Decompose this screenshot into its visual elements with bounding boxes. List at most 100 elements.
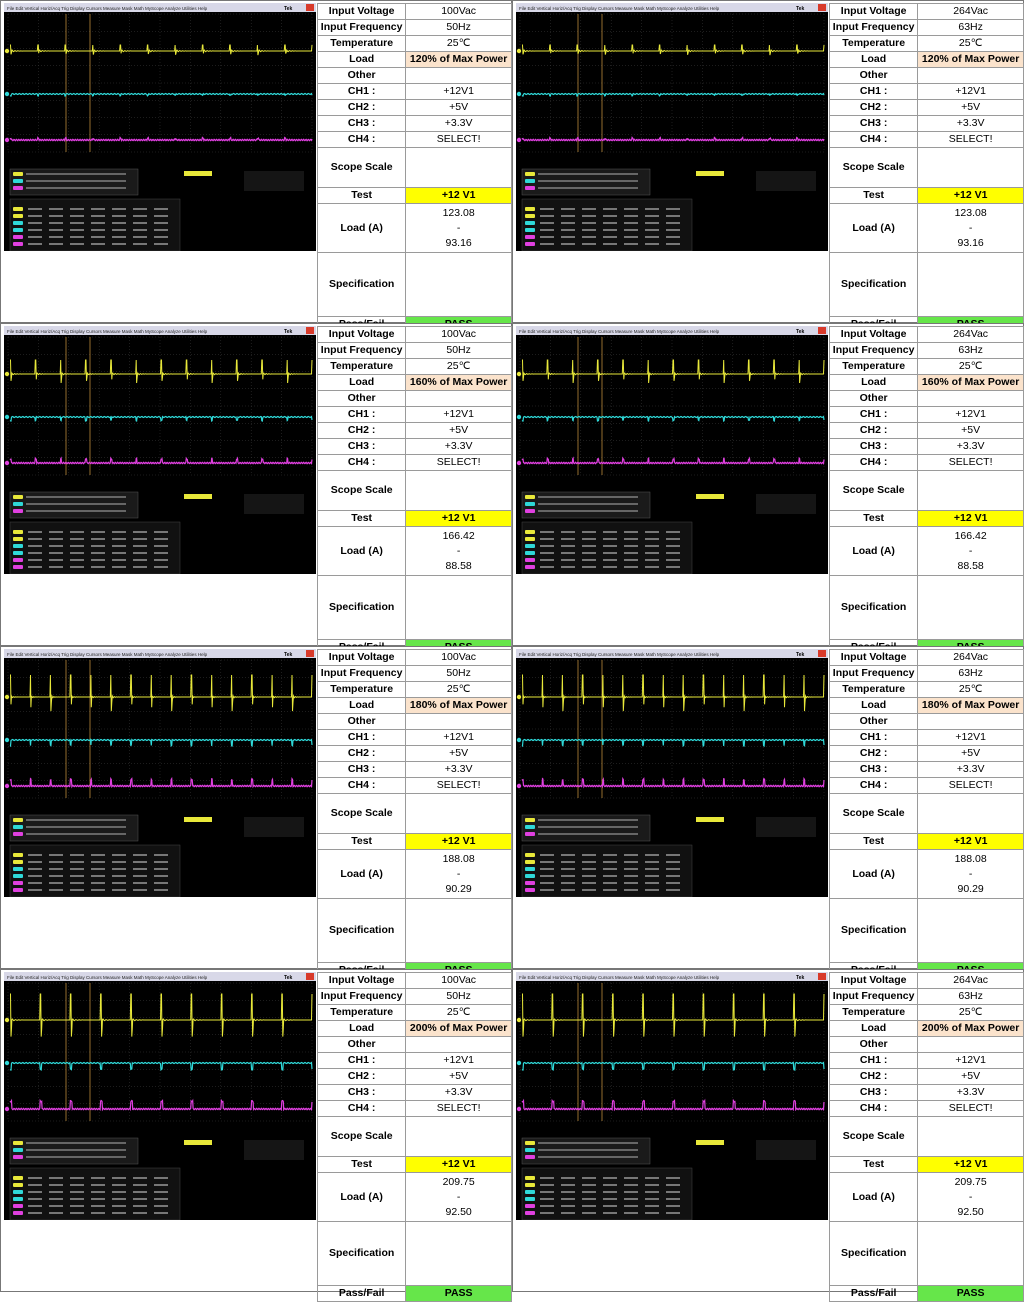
ch3-waveform: [9, 776, 313, 789]
ch3-label: CH3 :: [828, 761, 919, 778]
scope-scale-value: [917, 793, 1024, 834]
test-label: Test: [316, 187, 407, 204]
ch2-waveform: [9, 1061, 313, 1072]
close-icon[interactable]: [306, 650, 314, 657]
ch2-label: CH2 :: [316, 422, 407, 439]
input-frequency-label: Input Frequency: [828, 665, 919, 682]
scope-scale-label: Scope Scale: [828, 793, 919, 834]
specification-label: Specification: [316, 898, 407, 963]
ch3-label: CH3 :: [316, 1084, 407, 1101]
ch3-waveform: [9, 136, 313, 143]
channel-marker[interactable]: [4, 48, 10, 54]
ch2-value: +5V: [405, 99, 512, 116]
close-icon[interactable]: [818, 327, 826, 334]
close-icon[interactable]: [306, 4, 314, 11]
channel-marker[interactable]: [516, 1060, 522, 1066]
oscilloscope-capture: File Edit Vertical Horiz/Acq Trig Displa…: [4, 326, 316, 574]
channel-marker[interactable]: [4, 694, 10, 700]
test-info-table: Input Voltage 264Vac Input Frequency 63Hz …: [828, 326, 1024, 656]
test-label: Test: [828, 1156, 919, 1173]
load-label: Load: [316, 1020, 407, 1037]
channel-marker[interactable]: [516, 137, 522, 143]
input-frequency-value: 50Hz: [405, 19, 512, 36]
temperature-label: Temperature: [828, 1004, 919, 1021]
channel-marker[interactable]: [516, 783, 522, 789]
channel-marker[interactable]: [516, 414, 522, 420]
test-label: Test: [828, 187, 919, 204]
ch2-label: CH2 :: [316, 99, 407, 116]
ch3-label: CH3 :: [316, 115, 407, 132]
channel-marker[interactable]: [4, 137, 10, 143]
test-label: Test: [828, 510, 919, 527]
channel-marker[interactable]: [4, 737, 10, 743]
other-value: [405, 67, 512, 84]
ch2-value: +5V: [917, 99, 1024, 116]
scope-menu-bar: File Edit Vertical Horiz/Acq Trig Displa…: [519, 329, 720, 334]
scope-scale-label: Scope Scale: [828, 470, 919, 511]
channel-marker[interactable]: [516, 460, 522, 466]
channel-marker[interactable]: [4, 1106, 10, 1112]
input-frequency-value: 63Hz: [917, 342, 1024, 359]
test-panel-3: File Edit Vertical Horiz/Acq Trig Displa…: [0, 323, 512, 656]
ch1-label: CH1 :: [316, 406, 407, 423]
ch2-waveform: [521, 415, 825, 423]
ch1-waveform: [522, 359, 825, 384]
load-value: 180% of Max Power: [405, 697, 512, 714]
blank-area: [516, 899, 828, 967]
ch4-label: CH4 :: [828, 131, 919, 148]
test-label: Test: [316, 1156, 407, 1173]
temperature-value: 25℃: [917, 35, 1024, 52]
load-max: 123.08: [954, 206, 987, 219]
close-icon[interactable]: [306, 327, 314, 334]
channel-marker[interactable]: [4, 1017, 10, 1023]
channel-marker[interactable]: [4, 1060, 10, 1066]
pass-fail-value: PASS: [405, 1285, 512, 1302]
other-label: Other: [316, 713, 407, 730]
channel-marker[interactable]: [4, 371, 10, 377]
channel-marker[interactable]: [4, 414, 10, 420]
ch1-label: CH1 :: [828, 729, 919, 746]
channel-marker[interactable]: [516, 1106, 522, 1112]
ch4-value: SELECT!: [405, 454, 512, 471]
ch2-label: CH2 :: [316, 1068, 407, 1085]
channel-marker[interactable]: [4, 91, 10, 97]
specification-label: Specification: [828, 575, 919, 640]
close-icon[interactable]: [818, 973, 826, 980]
channel-marker[interactable]: [516, 371, 522, 377]
test-label: Test: [316, 510, 407, 527]
channel-marker[interactable]: [516, 694, 522, 700]
channel-marker[interactable]: [4, 460, 10, 466]
ch1-waveform: [10, 359, 313, 384]
input-frequency-value: 50Hz: [405, 342, 512, 359]
channel-marker[interactable]: [516, 48, 522, 54]
ch4-label: CH4 :: [828, 1100, 919, 1117]
close-icon[interactable]: [818, 650, 826, 657]
temperature-value: 25℃: [405, 358, 512, 375]
input-voltage-value: 264Vac: [917, 3, 1024, 20]
close-icon[interactable]: [306, 973, 314, 980]
test-value: +12 V1: [917, 833, 1024, 850]
channel-marker[interactable]: [516, 1017, 522, 1023]
input-frequency-label: Input Frequency: [316, 342, 407, 359]
channel-marker[interactable]: [516, 91, 522, 97]
scope-readout-panel: [521, 168, 816, 251]
ch1-label: CH1 :: [316, 1052, 407, 1069]
close-icon[interactable]: [818, 4, 826, 11]
other-label: Other: [828, 67, 919, 84]
load-a-value: 188.08 - 90.29: [917, 849, 1024, 899]
test-value: +12 V1: [917, 510, 1024, 527]
scope-scale-label: Scope Scale: [316, 470, 407, 511]
load-min: 92.50: [445, 1205, 472, 1218]
scope-scale-label: Scope Scale: [316, 147, 407, 188]
other-value: [917, 1036, 1024, 1053]
ch3-value: +3.3V: [917, 115, 1024, 132]
scope-graticule: [7, 659, 313, 799]
channel-marker[interactable]: [4, 783, 10, 789]
input-voltage-label: Input Voltage: [316, 3, 407, 20]
ch1-label: CH1 :: [316, 729, 407, 746]
channel-marker[interactable]: [516, 737, 522, 743]
scope-scale-label: Scope Scale: [316, 1116, 407, 1157]
test-info-table: Input Voltage 100Vac Input Frequency 50Hz …: [316, 3, 512, 333]
load-separator: -: [456, 867, 461, 880]
temperature-label: Temperature: [316, 1004, 407, 1021]
